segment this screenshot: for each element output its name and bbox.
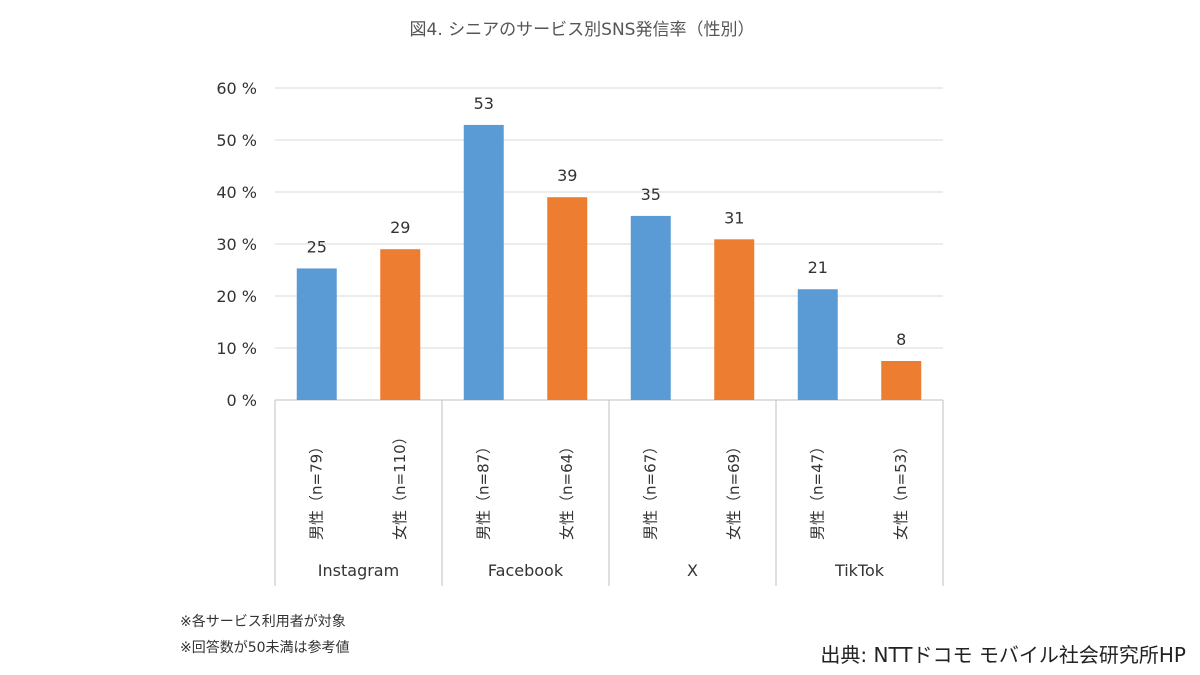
bar: [547, 197, 588, 400]
data-label: 25: [307, 237, 327, 256]
category-label: 男性（n=79）: [307, 439, 325, 540]
bar: [463, 124, 504, 401]
bar: [296, 268, 337, 400]
y-tick-label: 0 %: [227, 391, 257, 410]
source-credit: 出典: NTTドコモ モバイル社会研究所HP: [820, 643, 1186, 667]
data-label: 29: [390, 218, 410, 237]
bars: [296, 124, 922, 401]
y-tick-label: 10 %: [216, 339, 257, 358]
group-label: X: [687, 561, 698, 580]
y-tick-label: 50 %: [216, 131, 257, 150]
y-tick-label: 30 %: [216, 235, 257, 254]
bar: [380, 249, 421, 400]
data-label: 39: [557, 166, 577, 185]
data-label: 53: [474, 94, 494, 113]
data-label: 8: [896, 330, 906, 349]
category-label: 女性（n=110）: [391, 429, 409, 540]
bar: [630, 215, 671, 400]
category-label: 女性（n=53）: [892, 439, 910, 540]
y-tick-label: 20 %: [216, 287, 257, 306]
category-label: 女性（n=69）: [725, 439, 743, 540]
bar: [714, 239, 755, 400]
data-labels: 25 29 53 39 35 31 21 8: [307, 94, 907, 349]
y-tick-label: 40 %: [216, 183, 257, 202]
note-1: ※各サービス利用者が対象: [180, 614, 346, 630]
category-axis: 男性（n=79） 女性（n=110） 男性（n=87） 女性（n=64） 男性（n=67…: [274, 400, 944, 586]
category-label: 男性（n=47）: [808, 439, 826, 540]
y-tick-label: 60 %: [216, 79, 257, 98]
y-axis-ticks: 0 % 10 % 20 % 30 % 40 % 50 % 60 %: [216, 79, 257, 410]
category-label: 男性（n=67）: [641, 439, 659, 540]
category-label: 男性（n=87）: [474, 439, 492, 540]
bar: [881, 361, 922, 400]
gridlines: [275, 87, 943, 401]
data-label: 21: [808, 258, 828, 277]
category-label: 女性（n=64）: [558, 439, 576, 540]
group-label: Facebook: [488, 561, 564, 580]
group-label: Instagram: [318, 561, 399, 580]
data-label: 31: [724, 208, 744, 227]
group-label: TikTok: [834, 561, 885, 580]
data-label: 35: [641, 185, 661, 204]
chart-title: 図4. シニアのサービス別SNS発信率（性別）: [410, 20, 755, 40]
bar: [797, 289, 838, 400]
note-2: ※回答数が50未満は参考値: [180, 639, 350, 656]
